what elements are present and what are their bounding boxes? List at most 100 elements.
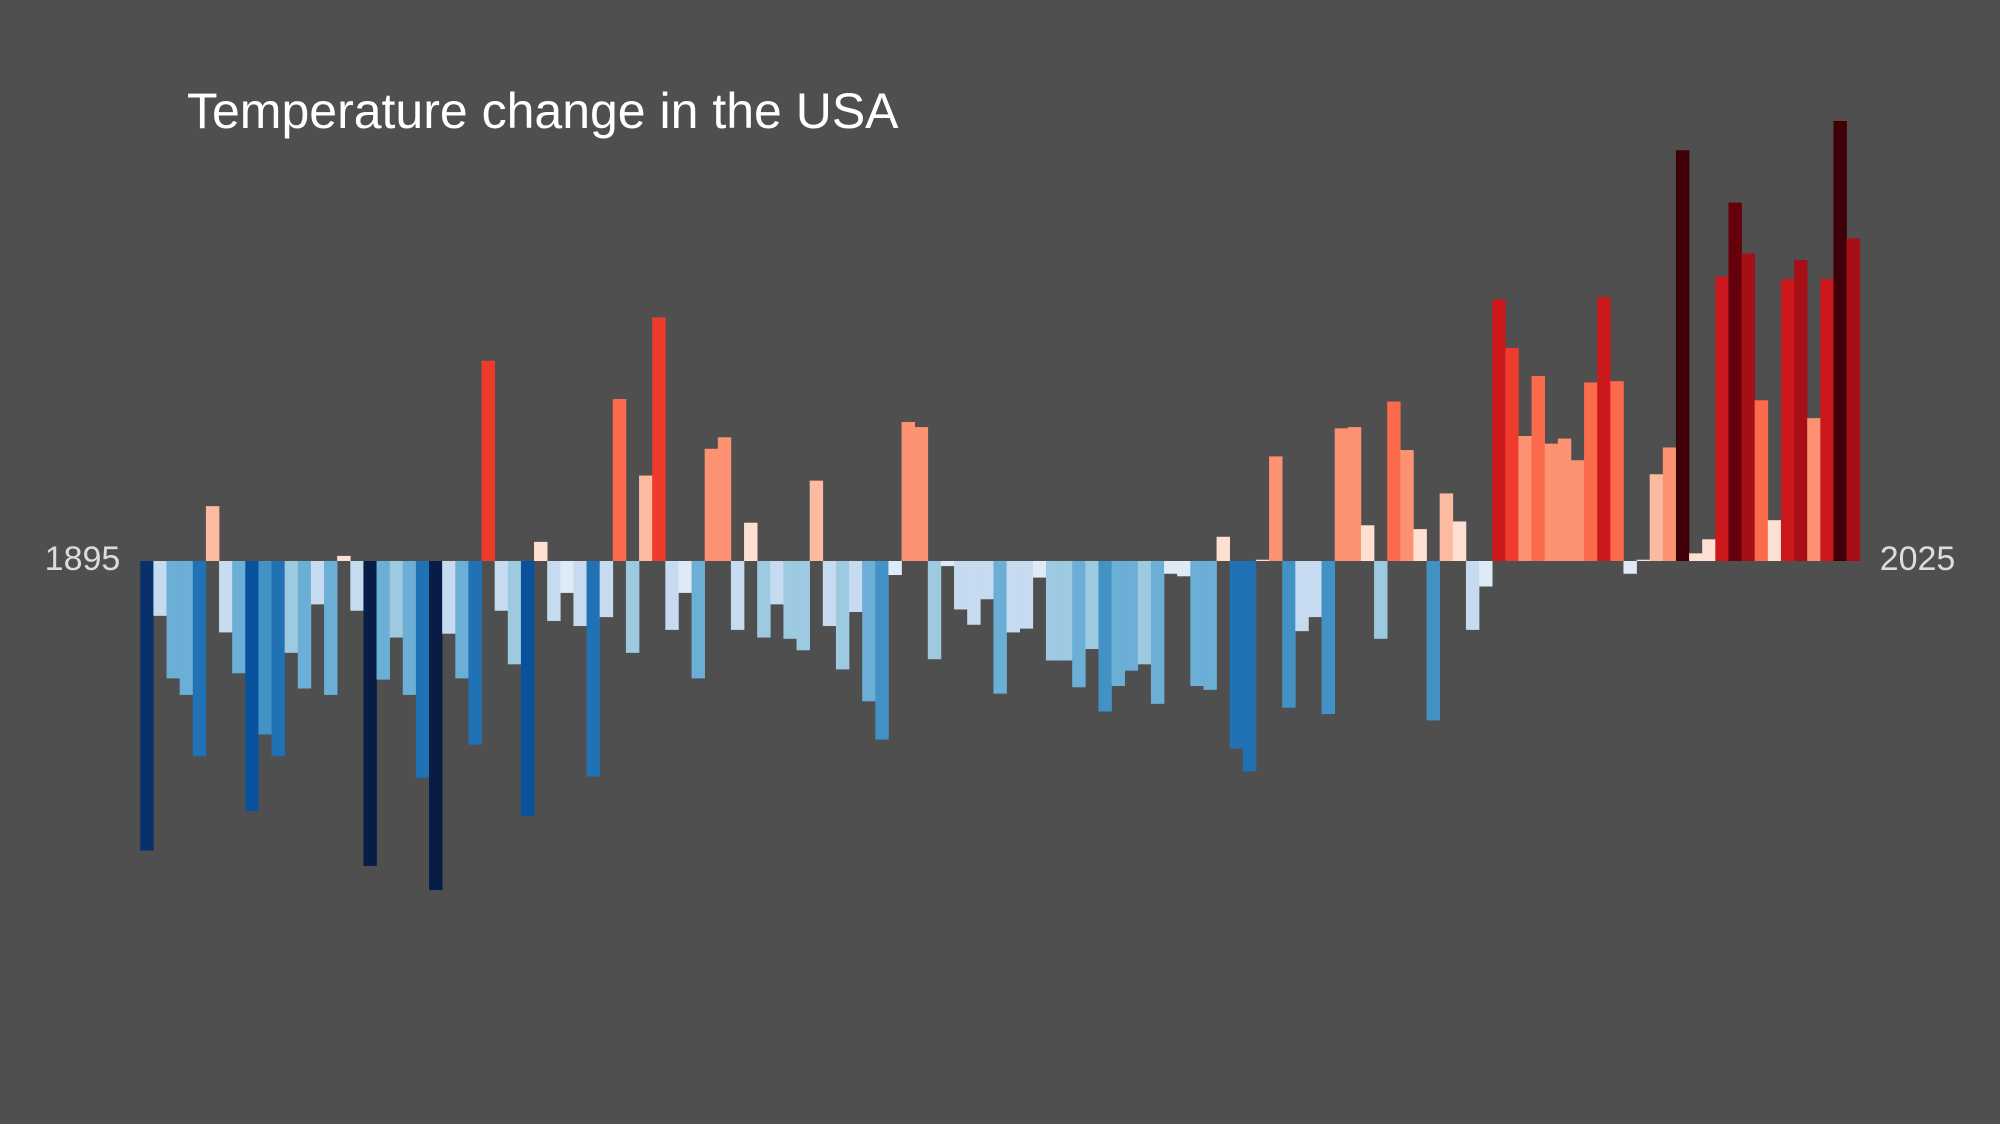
bar [1374,561,1388,639]
bar [415,561,430,778]
bar [901,421,915,561]
bar [586,561,600,777]
bar [442,561,456,634]
bar [1269,456,1283,561]
bar [1177,561,1191,577]
bar [1164,561,1178,574]
bar [337,555,351,561]
bar [245,561,259,811]
bar [1190,561,1204,686]
bar [1150,561,1165,704]
bar [1426,561,1440,721]
bar [1518,436,1532,561]
bar [205,506,220,561]
bar [1846,238,1860,561]
bar [1216,536,1230,561]
bar [1387,401,1401,561]
bar [1820,279,1834,561]
bar [717,437,732,561]
bar [1045,561,1060,661]
bar [1321,561,1335,715]
bar [1072,561,1086,688]
bar [1570,460,1585,561]
bar [1006,561,1020,633]
bar [822,561,837,627]
bar [297,561,312,689]
bar [520,561,535,817]
bar [612,399,627,561]
bar [927,561,942,660]
bar [1229,561,1244,749]
bar [1032,561,1047,578]
bar [940,561,955,567]
bar [402,561,417,695]
bar [1203,561,1217,690]
bar [704,448,719,561]
bar [652,317,666,561]
bar [1360,525,1375,561]
bar [678,561,692,593]
bar [730,561,745,630]
x-tick-label: 1895 [45,540,121,578]
bar [363,561,377,866]
bar [376,561,390,680]
bar [573,561,587,627]
bar [1465,561,1480,630]
bar [140,561,154,851]
bar [770,561,784,605]
bar [232,561,246,674]
bar [271,561,285,757]
bar [1452,521,1467,561]
bar [1505,347,1519,561]
bar [494,561,509,611]
bar [219,561,233,633]
bar [954,561,968,610]
bar [1255,559,1270,561]
bar [560,561,574,593]
bar [153,561,167,616]
bar [389,561,404,638]
bar [1479,561,1493,587]
bar [914,427,929,561]
bar [875,561,889,740]
bar [455,561,469,679]
bar [1308,561,1322,618]
bar [809,480,824,561]
bar [1085,561,1099,650]
bar [1807,418,1821,561]
bar [1242,561,1257,772]
bar [625,561,640,653]
bar [258,561,272,735]
bar [744,522,758,561]
bar [1019,561,1034,629]
bar [1754,400,1769,561]
bar [862,561,876,702]
bar [1741,253,1755,562]
bar [1689,553,1703,561]
bar [665,561,679,630]
bar [547,561,561,621]
bar [835,561,850,670]
bar [310,561,325,605]
bar [1282,561,1296,708]
bar [967,561,981,625]
bar [1557,438,1572,561]
bar [1610,381,1624,561]
x-tick-label: 2025 [1880,540,1956,578]
bar [1334,428,1349,561]
chart-title: Temperature change in the USA [187,83,899,139]
bar [1597,296,1611,561]
bar [324,561,338,695]
bar [166,561,180,679]
bar [691,561,705,679]
bar [534,541,548,561]
bar [1124,561,1139,671]
bar [1400,450,1414,561]
bar [507,561,522,665]
bar [1544,443,1559,561]
bar [1780,279,1795,561]
bar [1531,376,1545,561]
bar [1715,276,1729,561]
bar [179,561,194,695]
bar [888,561,902,576]
